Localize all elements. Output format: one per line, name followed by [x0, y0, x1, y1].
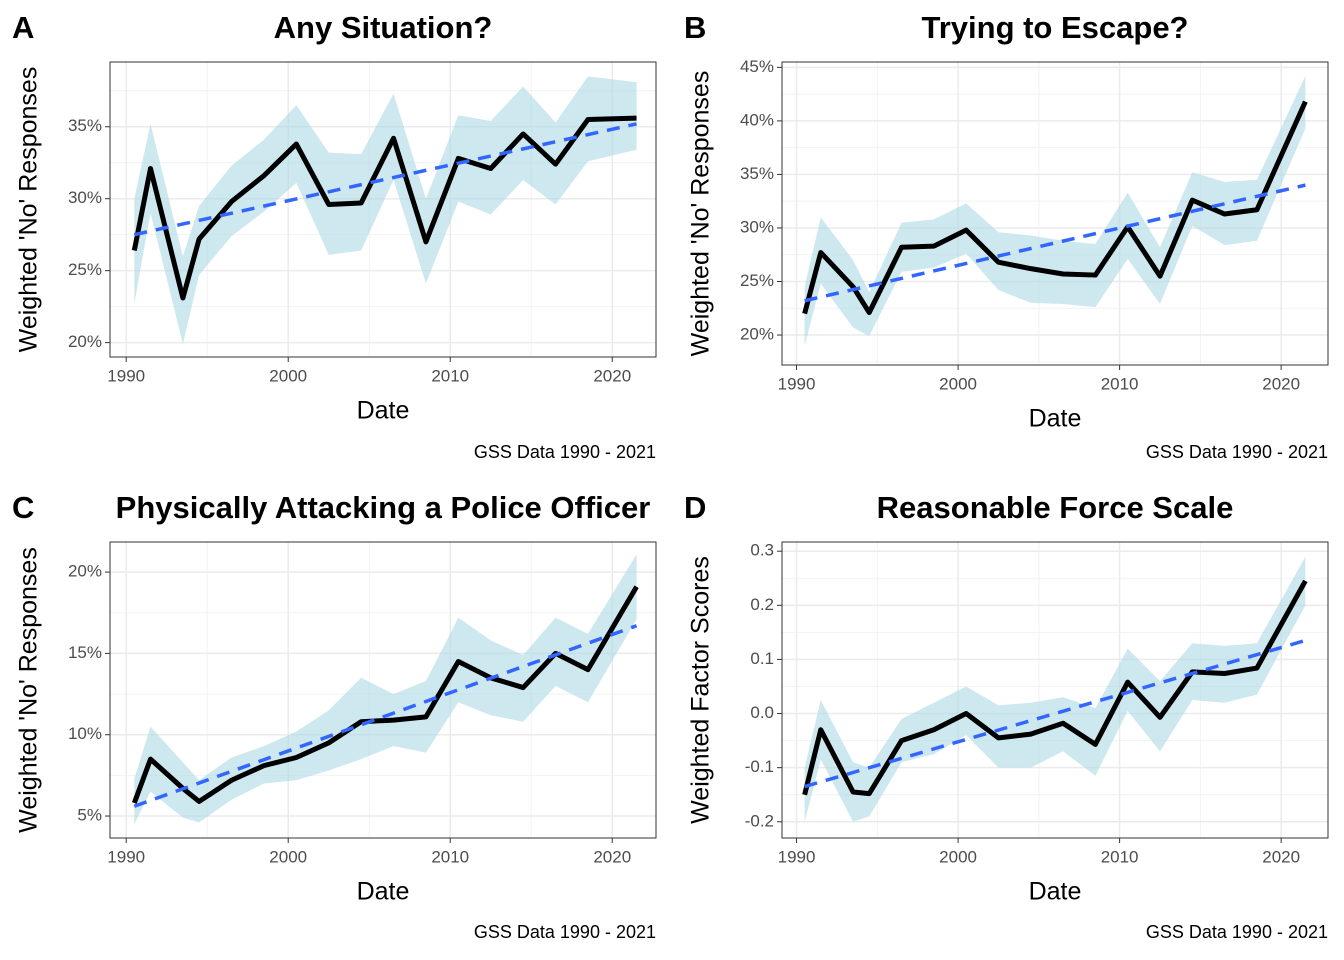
- chart-title: Physically Attacking a Police Officer: [116, 490, 651, 525]
- y-tick-label: 0.2: [750, 595, 774, 614]
- y-tick-label: 20%: [68, 562, 102, 581]
- chart-title: Trying to Escape?: [921, 10, 1188, 45]
- x-axis-title: Date: [357, 397, 410, 425]
- x-axis-title: Date: [1029, 878, 1082, 906]
- panel: -0.2 -0.1 0.0 0.1 0.2 0.3 1990 2000 2010 2020 D Rea…: [684, 490, 1329, 942]
- x-tick-label: 2010: [431, 366, 469, 385]
- data-line: [131, 585, 639, 804]
- x-tick-label: 2000: [939, 374, 977, 393]
- data-line: [802, 100, 1308, 316]
- plot-area: [131, 554, 639, 825]
- y-tick-label: 35%: [740, 164, 774, 183]
- caption: GSS Data 1990 - 2021: [1146, 922, 1328, 942]
- plot-border: [109, 61, 657, 358]
- x-tick-label: 1990: [107, 366, 145, 385]
- trend-line: [133, 122, 637, 237]
- y-axis-title: Weighted Factor Scores: [687, 556, 715, 824]
- confidence-band: [134, 554, 637, 825]
- trend-line: [804, 183, 1306, 303]
- x-tick-label: 2010: [1101, 847, 1139, 866]
- x-tick-label: 2000: [269, 366, 307, 385]
- plot-area: [802, 556, 1308, 822]
- y-tick-label: 45%: [740, 57, 774, 76]
- panel: 20% 25% 30% 35% 1990 2000 2010 2020 A Any Situati…: [12, 10, 657, 462]
- x-axis-title: Date: [1029, 405, 1082, 433]
- y-tick-label: -0.2: [745, 811, 774, 830]
- plot-area: [131, 76, 637, 345]
- x-tick-label: 2000: [269, 847, 307, 866]
- x-tick-label: 1990: [778, 847, 816, 866]
- trend-line: [133, 624, 638, 808]
- y-tick-label: 25%: [68, 260, 102, 279]
- chart-title: Any Situation?: [274, 10, 493, 45]
- panel: 5% 10% 15% 20% 1990 2000 2010 2020 C Physically A…: [12, 490, 657, 942]
- x-tick-label: 1990: [778, 374, 816, 393]
- y-tick-label: 30%: [740, 217, 774, 236]
- y-tick-label: 15%: [68, 643, 102, 662]
- x-tick-label: 2020: [1262, 847, 1300, 866]
- y-tick-label: 10%: [68, 724, 102, 743]
- y-axis-title: Weighted 'No' Responses: [15, 67, 43, 353]
- y-tick-label: 25%: [740, 271, 774, 290]
- y-axis-title: Weighted 'No' Responses: [15, 547, 43, 833]
- x-tick-label: 2010: [1101, 374, 1139, 393]
- y-tick-label: 0.3: [750, 541, 774, 560]
- x-axis-title: Date: [357, 878, 410, 906]
- plot-border: [781, 61, 1329, 366]
- x-tick-label: 2000: [939, 847, 977, 866]
- caption: GSS Data 1990 - 2021: [1146, 442, 1328, 462]
- y-tick-label: 5%: [77, 806, 102, 825]
- plot-border: [109, 541, 657, 839]
- plot-border: [781, 541, 1329, 839]
- x-tick-label: 2010: [431, 847, 469, 866]
- x-tick-label: 2020: [1262, 374, 1300, 393]
- panel: 20% 25% 30% 35% 40% 45% 1990 2000 2010 2020 B Tryin…: [684, 10, 1329, 462]
- confidence-band: [804, 556, 1306, 822]
- panel-letter: B: [684, 10, 706, 45]
- y-tick-label: 35%: [68, 116, 102, 135]
- y-axis-title: Weighted 'No' Responses: [687, 71, 715, 357]
- y-tick-label: 20%: [68, 332, 102, 351]
- y-tick-label: 20%: [740, 325, 774, 344]
- y-tick-label: 0.1: [750, 649, 774, 668]
- x-tick-label: 2020: [593, 366, 631, 385]
- plot-area: [802, 75, 1308, 346]
- x-tick-label: 2020: [593, 847, 631, 866]
- confidence-band: [804, 75, 1306, 346]
- caption: GSS Data 1990 - 2021: [474, 442, 656, 462]
- data-line: [802, 579, 1308, 797]
- y-tick-label: 40%: [740, 110, 774, 129]
- y-tick-label: 0.0: [750, 703, 774, 722]
- chart-title: Reasonable Force Scale: [877, 490, 1234, 525]
- y-tick-label: 30%: [68, 188, 102, 207]
- data-line: [131, 115, 637, 301]
- panel-letter: A: [12, 10, 34, 45]
- x-tick-label: 1990: [107, 847, 145, 866]
- panel-letter: D: [684, 490, 706, 525]
- y-tick-label: -0.1: [745, 757, 774, 776]
- caption: GSS Data 1990 - 2021: [474, 922, 656, 942]
- panel-letter: C: [12, 490, 34, 525]
